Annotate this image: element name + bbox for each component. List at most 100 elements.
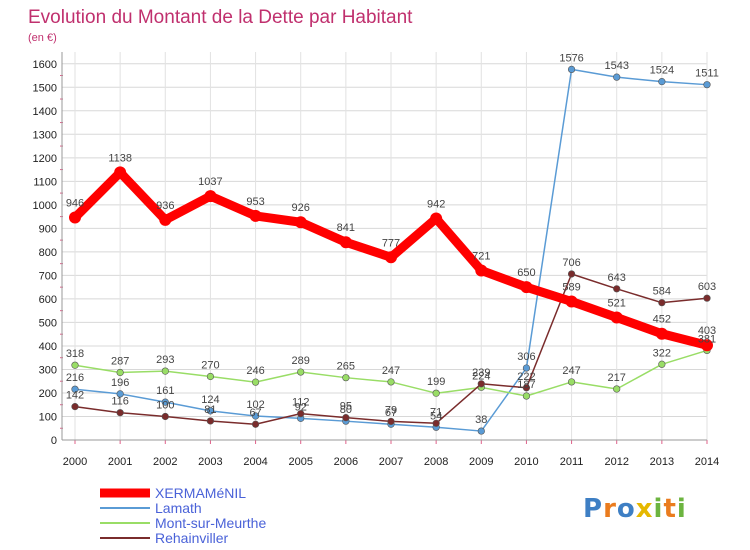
y-tick-label: 700: [39, 270, 57, 282]
x-tick-label: 2013: [650, 456, 674, 468]
chart-title: Evolution du Montant de la Dette par Hab…: [28, 7, 413, 28]
data-label: 322: [653, 347, 671, 359]
data-point: [71, 385, 79, 393]
legend-label: Rehainviller: [155, 530, 228, 546]
data-label: 80: [340, 404, 352, 416]
data-label: 521: [608, 297, 626, 309]
x-tick-label: 2003: [198, 456, 222, 468]
data-label: 584: [653, 286, 671, 298]
data-label: 1511: [695, 68, 719, 80]
data-label: 953: [246, 196, 264, 208]
data-label: 161: [156, 385, 174, 397]
data-label: 81: [204, 404, 216, 416]
y-tick-label: 600: [39, 294, 57, 306]
data-point: [522, 392, 531, 400]
data-label: 942: [427, 198, 445, 210]
data-point: [251, 378, 260, 386]
data-label: 289: [292, 355, 310, 367]
y-tick-label: 500: [39, 317, 57, 329]
data-label: 936: [156, 200, 174, 212]
data-label: 196: [111, 377, 129, 389]
data-label: 318: [66, 348, 84, 360]
x-tick-label: 2001: [108, 456, 132, 468]
data-point: [206, 372, 215, 381]
data-point: [522, 364, 531, 372]
data-point: [159, 213, 172, 226]
x-tick-label: 2010: [514, 456, 538, 468]
data-point: [387, 378, 395, 386]
data-point: [658, 78, 666, 86]
legend-label: Lamath: [155, 500, 202, 516]
data-label: 1138: [108, 152, 132, 164]
y-tick-label: 1500: [33, 82, 57, 94]
data-label: 100: [156, 399, 174, 411]
x-tick-label: 2005: [288, 456, 312, 468]
x-tick-label: 2012: [604, 456, 628, 468]
data-point: [475, 264, 488, 277]
y-tick-label: 100: [39, 411, 57, 423]
data-label: 403: [698, 325, 716, 337]
data-label: 1524: [650, 65, 674, 77]
data-point: [658, 299, 666, 307]
legend-label: XERMAMéNIL: [155, 485, 246, 501]
data-label: 1037: [198, 176, 222, 188]
data-label: 38: [475, 414, 487, 426]
data-label: 142: [66, 390, 84, 402]
data-point: [116, 409, 124, 417]
series-rehainviller: [71, 270, 711, 428]
data-label: 199: [427, 376, 445, 388]
data-point: [432, 419, 440, 427]
y-tick-label: 1400: [33, 106, 57, 118]
data-label: 124: [201, 394, 219, 406]
data-label: 650: [517, 267, 535, 279]
chart-subtitle: (en €): [28, 32, 57, 44]
data-point: [432, 389, 440, 397]
x-tick-label: 2006: [334, 456, 358, 468]
data-label: 239: [472, 367, 490, 379]
data-point: [701, 339, 713, 352]
data-point: [613, 285, 621, 293]
y-tick-label: 900: [39, 223, 57, 235]
data-label: 187: [517, 379, 535, 391]
data-label: 79: [385, 404, 397, 416]
y-tick-label: 200: [39, 388, 57, 400]
data-label: 67: [385, 407, 397, 419]
data-point: [297, 368, 305, 376]
data-point: [658, 360, 666, 368]
data-point: [339, 236, 352, 249]
series-xermam-nil: [69, 166, 713, 352]
y-tick-label: 1000: [33, 200, 57, 212]
data-point: [703, 81, 711, 89]
x-tick-label: 2000: [63, 456, 87, 468]
y-tick-label: 300: [39, 364, 57, 376]
data-point: [251, 420, 260, 428]
data-label: 112: [292, 397, 310, 409]
y-tick-label: 1200: [33, 153, 57, 165]
data-point: [610, 311, 623, 324]
data-label: 247: [382, 365, 400, 377]
data-point: [477, 427, 485, 435]
svg-text:Proxiti: Proxiti: [583, 494, 687, 524]
data-label: 67: [249, 407, 261, 419]
data-point: [567, 378, 576, 386]
x-tick-label: 2011: [560, 456, 584, 468]
data-point: [206, 417, 215, 425]
plot-background: [62, 52, 707, 440]
data-label: 603: [698, 281, 716, 293]
data-label: 216: [66, 372, 84, 384]
data-label: 1543: [604, 60, 628, 72]
data-label: 102: [246, 399, 264, 411]
data-label: 92: [295, 401, 307, 413]
data-label: 246: [246, 365, 264, 377]
data-label: 721: [472, 250, 490, 262]
data-label: 777: [382, 237, 400, 249]
data-point: [387, 417, 395, 426]
data-label: 589: [562, 281, 580, 293]
data-label: 293: [156, 354, 174, 366]
y-tick-label: 1300: [33, 129, 57, 141]
data-label: 306: [517, 351, 535, 363]
data-point: [703, 294, 711, 302]
data-point: [161, 412, 169, 421]
